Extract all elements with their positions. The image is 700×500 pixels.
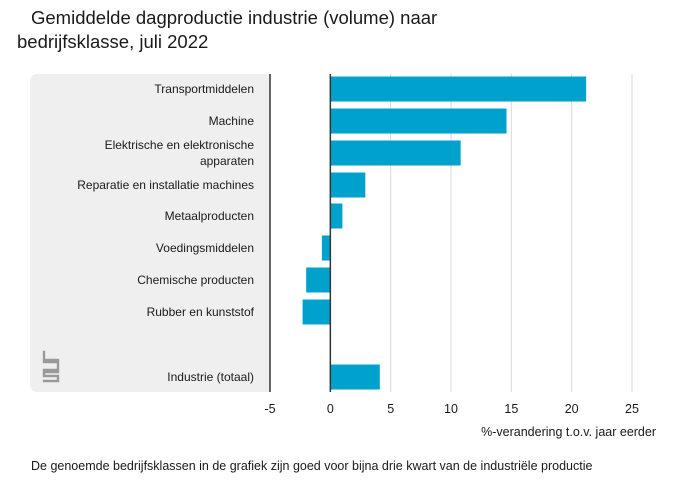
category-label-line: Metaalproducten (165, 209, 254, 223)
category-label-line: Chemische producten (137, 273, 254, 287)
category-label-line: Industrie (totaal) (167, 370, 254, 384)
x-tick-label: -5 (264, 402, 275, 416)
bar (330, 140, 461, 166)
x-axis-label: %-verandering t.o.v. jaar eerder (481, 425, 656, 439)
category-label: Voedingsmiddelen (156, 241, 254, 255)
label-panel-edge (262, 74, 270, 392)
x-tick-label: 20 (565, 402, 579, 416)
category-label-line: Machine (209, 114, 255, 128)
chart-footnote: De genoemde bedrijfsklassen in de grafie… (31, 459, 593, 473)
bar (330, 108, 507, 134)
category-label: Chemische producten (137, 273, 254, 287)
bar (330, 364, 380, 390)
category-label: Transportmiddelen (154, 82, 254, 96)
x-tick-label: 10 (444, 402, 458, 416)
bar (330, 76, 587, 102)
x-tick-label: 25 (625, 402, 639, 416)
category-label: Metaalproducten (165, 209, 254, 223)
category-label-line: Transportmiddelen (154, 82, 254, 96)
bar (330, 172, 366, 198)
category-label-line: Voedingsmiddelen (156, 241, 254, 255)
category-label: Industrie (totaal) (167, 370, 254, 384)
cbs-logo-icon (42, 350, 60, 383)
category-label: Reparatie en installatie machines (77, 178, 254, 192)
category-label: Rubber en kunststof (147, 305, 255, 319)
category-label: Machine (209, 114, 255, 128)
chart-title-line-2: bedrijfsklasse, juli 2022 (17, 31, 209, 52)
category-label-line: Rubber en kunststof (147, 305, 255, 319)
category-label-line: Reparatie en installatie machines (77, 178, 254, 192)
category-label-line: apparaten (200, 154, 254, 168)
bar (302, 299, 331, 325)
bar-chart: Transportmiddelen Machine Elektrische en e… (30, 74, 656, 439)
label-panel (30, 74, 270, 392)
bar (306, 267, 331, 293)
chart-title-line-1: Gemiddelde dagproductie industrie (volum… (31, 7, 438, 28)
category-label: Elektrische en elektronische apparaten (105, 138, 255, 168)
x-tick-label: 0 (327, 402, 334, 416)
category-label-line: Elektrische en elektronische (105, 138, 255, 152)
chart-title: Gemiddelde dagproductie industrie (volum… (0, 6, 520, 54)
bar (330, 203, 343, 229)
x-tick-label: 15 (504, 402, 518, 416)
x-tick-label: 5 (387, 402, 394, 416)
bar (321, 235, 331, 261)
